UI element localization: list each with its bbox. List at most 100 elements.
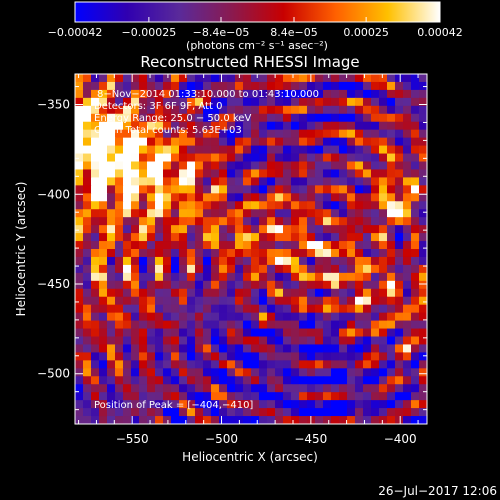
heatmap-cell: [347, 376, 356, 385]
y-tick-label: −450: [37, 277, 70, 291]
heatmap-cell: [387, 249, 396, 258]
heatmap-cell: [155, 249, 164, 258]
heatmap-cell: [387, 89, 396, 99]
heatmap-cell: [123, 145, 132, 155]
heatmap-cell: [91, 145, 100, 155]
heatmap-cell: [211, 129, 220, 139]
heatmap-cell: [187, 113, 196, 123]
heatmap-cell: [99, 280, 108, 290]
heatmap-cell: [83, 392, 92, 401]
x-tick-label: −550: [116, 432, 149, 446]
heatmap-cell: [163, 225, 172, 234]
heatmap-cell: [307, 280, 316, 290]
heatmap-cell: [355, 129, 364, 139]
heatmap-cell: [251, 209, 260, 218]
heatmap-cell: [315, 272, 324, 282]
heatmap-cell: [331, 376, 340, 385]
heatmap-cell: [291, 233, 300, 242]
heatmap-cell: [91, 169, 100, 178]
heatmap-cell: [219, 113, 228, 123]
heatmap-cell: [395, 272, 404, 282]
heatmap-cell: [83, 97, 92, 107]
heatmap-cell: [403, 296, 412, 306]
heatmap-cell: [219, 225, 228, 234]
heatmap-cell: [291, 288, 300, 298]
heatmap-cell: [291, 217, 300, 226]
heatmap-cell: [419, 376, 427, 385]
heatmap-cell: [347, 121, 356, 131]
heatmap-cell: [307, 169, 316, 178]
heatmap-cell: [315, 344, 324, 353]
heatmap-cell: [251, 320, 260, 330]
heatmap-cell: [315, 264, 324, 274]
heatmap-cell: [155, 368, 164, 377]
heatmap-cell: [123, 376, 132, 385]
heatmap-cell: [139, 288, 148, 298]
heatmap-cell: [251, 296, 260, 306]
heatmap-cell: [227, 121, 236, 131]
heatmap-cell: [331, 272, 340, 282]
heatmap-cell: [139, 320, 148, 330]
heatmap-cell: [299, 177, 308, 186]
heatmap-cell: [163, 177, 172, 186]
heatmap-cell: [299, 89, 308, 99]
heatmap-cell: [179, 368, 188, 377]
heatmap-cell: [307, 105, 316, 115]
heatmap-cell: [235, 400, 244, 409]
heatmap-cell: [219, 400, 228, 409]
heatmap-cell: [219, 272, 228, 282]
heatmap-cell: [123, 360, 132, 369]
heatmap-cell: [387, 233, 396, 242]
heatmap-cell: [91, 105, 100, 115]
heatmap-cell: [419, 74, 427, 83]
heatmap-cell: [355, 288, 364, 298]
heatmap-cell: [371, 272, 380, 282]
heatmap-cell: [75, 153, 84, 163]
heatmap-cell: [139, 169, 148, 178]
heatmap-cell: [131, 320, 140, 330]
heatmap-cell: [139, 153, 148, 163]
heatmap-cell: [379, 121, 388, 131]
heatmap-cell: [291, 344, 300, 353]
heatmap-cell: [235, 233, 244, 242]
heatmap-cell: [99, 145, 108, 155]
heatmap-cell: [179, 161, 188, 171]
heatmap-cell: [211, 408, 220, 417]
heatmap-cell: [99, 113, 108, 123]
heatmap-cell: [179, 233, 188, 242]
heatmap-cell: [131, 416, 140, 424]
heatmap-cell: [83, 312, 92, 322]
heatmap-cell: [347, 241, 356, 250]
heatmap-cell: [379, 408, 388, 417]
heatmap-cell: [395, 105, 404, 115]
heatmap-cell: [315, 169, 324, 178]
heatmap-cell: [331, 256, 340, 266]
heatmap-cell: [139, 129, 148, 139]
heatmap-cell: [387, 217, 396, 226]
heatmap-cell: [75, 312, 84, 322]
heatmap-cell: [403, 137, 412, 147]
heatmap-cell: [171, 121, 180, 131]
heatmap-cell: [163, 280, 172, 290]
heatmap-cell: [131, 408, 140, 417]
heatmap-cell: [195, 81, 204, 91]
heatmap-cell: [299, 256, 308, 266]
heatmap-cell: [83, 249, 92, 258]
heatmap-cell: [75, 233, 84, 242]
heatmap-cell: [251, 74, 260, 83]
heatmap-cell: [139, 296, 148, 306]
heatmap-cell: [251, 280, 260, 290]
heatmap-cell: [355, 169, 364, 178]
heatmap-cell: [147, 209, 156, 218]
heatmap-cell: [419, 113, 427, 123]
heatmap-cell: [347, 256, 356, 266]
heatmap-cell: [171, 272, 180, 282]
heatmap-cell: [107, 312, 116, 322]
heatmap-cell: [99, 169, 108, 178]
heatmap-cell: [155, 360, 164, 369]
heatmap-cell: [179, 81, 188, 91]
heatmap-cell: [395, 408, 404, 417]
heatmap-cell: [331, 201, 340, 210]
heatmap-cell: [387, 161, 396, 171]
heatmap-cell: [299, 201, 308, 210]
